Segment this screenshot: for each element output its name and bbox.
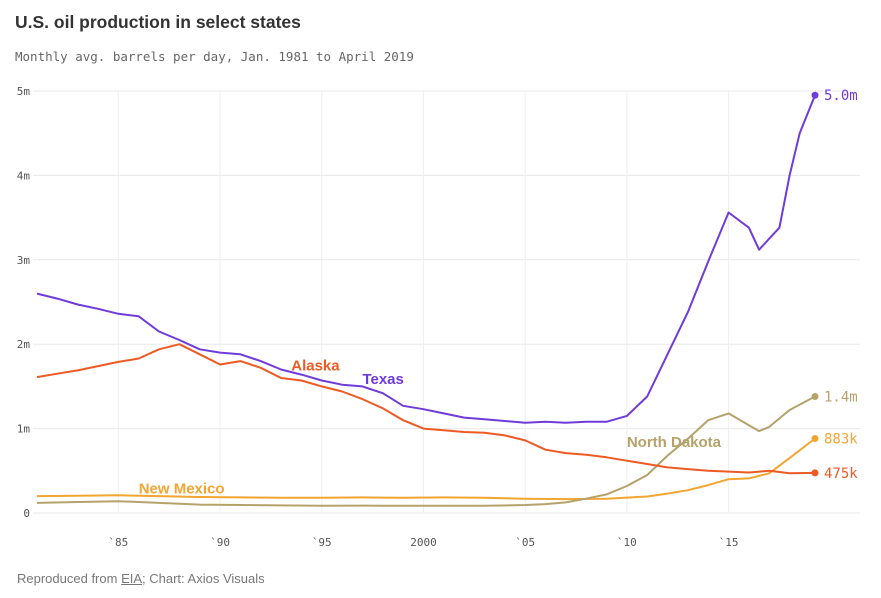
source-footer: Reproduced from EIA; Chart: Axios Visual… (17, 571, 265, 586)
y-tick-label: 2m (17, 338, 31, 351)
x-tick-label: `15 (719, 536, 739, 549)
y-tick-label: 3m (17, 254, 31, 267)
end-dot-north-dakota (811, 393, 819, 401)
series-label-alaska: Alaska (291, 357, 340, 374)
line-chart: 0 1m 2m 3m 4m 5m `85 `90 `95 2000 `05 `10 `15 5.0m Tex… (17, 85, 860, 549)
series-line-north-dakota (36, 395, 816, 507)
series-line-texas (36, 94, 816, 424)
y-tick-label: 0 (23, 507, 30, 520)
x-tick-label: `95 (312, 536, 332, 549)
end-dot-new-mexico (811, 434, 819, 442)
series-line-alaska (36, 343, 816, 475)
series-label-north-dakota: North Dakota (627, 434, 722, 451)
end-dot-texas (811, 91, 819, 99)
end-value-label-north-dakota: 1.4m (824, 390, 858, 406)
eia-source-link[interactable]: EIA (121, 571, 143, 586)
series-line-new-mexico (36, 437, 816, 501)
series-label-texas: Texas (362, 371, 403, 388)
end-value-label-new-mexico: 883k (824, 431, 858, 447)
y-tick-label: 1m (17, 423, 31, 436)
y-tick-label: 4m (17, 169, 31, 182)
end-value-label-texas: 5.0m (824, 88, 858, 104)
footer-prefix: Reproduced from (17, 571, 122, 586)
y-tick-label: 5m (17, 85, 31, 98)
x-tick-label: `05 (515, 536, 535, 549)
chart-title: U.S. oil production in select states (15, 12, 301, 32)
footer-suffix: ; Chart: Axios Visuals (142, 571, 265, 586)
end-dot-alaska (811, 469, 819, 477)
series-label-new-mexico: New Mexico (139, 481, 225, 498)
x-tick-label: 2000 (410, 536, 437, 549)
x-tick-label: `85 (108, 536, 128, 549)
chart-subtitle: Monthly avg. barrels per day, Jan. 1981 … (15, 49, 414, 64)
end-value-label-alaska: 475k (824, 466, 858, 482)
x-tick-label: `90 (210, 536, 230, 549)
x-tick-label: `10 (617, 536, 637, 549)
